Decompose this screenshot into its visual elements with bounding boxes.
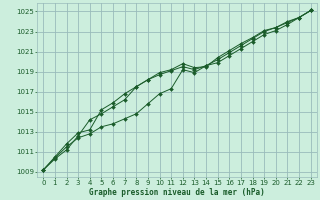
X-axis label: Graphe pression niveau de la mer (hPa): Graphe pression niveau de la mer (hPa) [89, 188, 265, 197]
